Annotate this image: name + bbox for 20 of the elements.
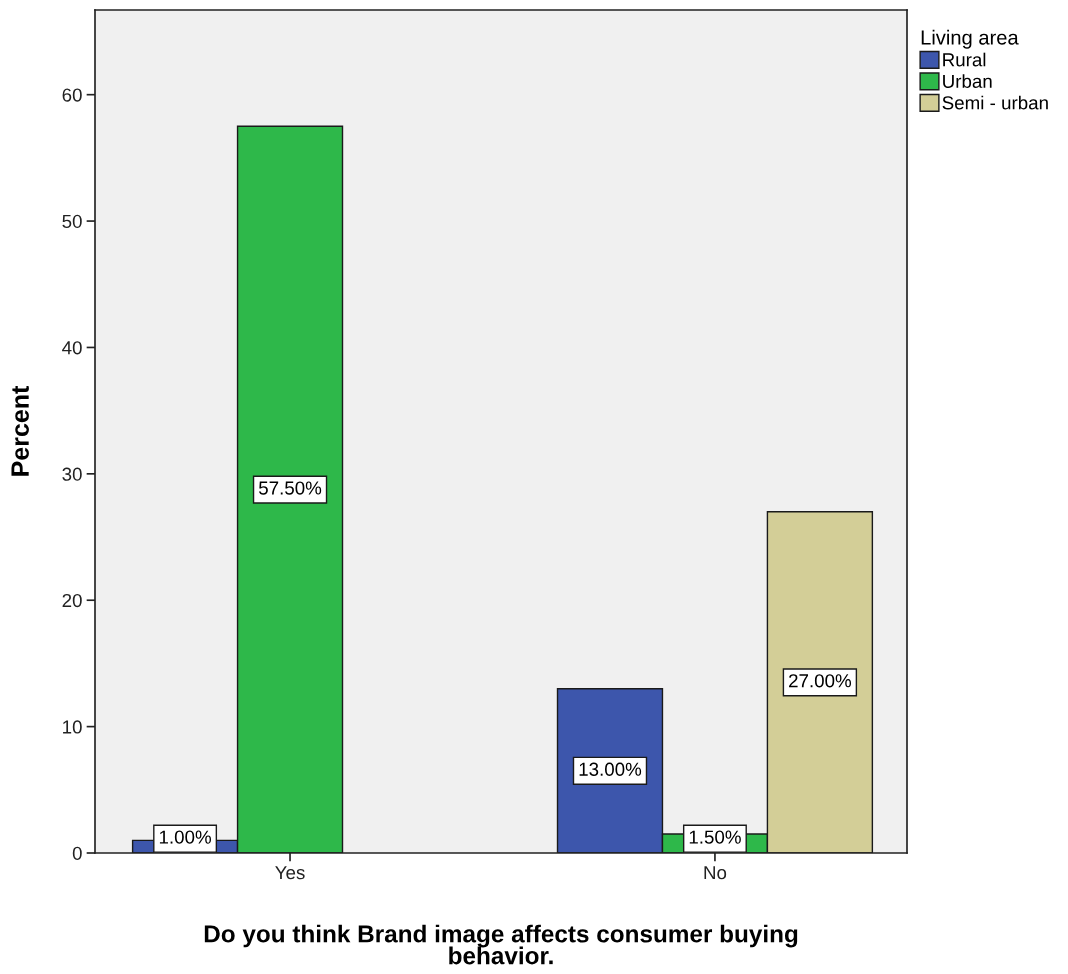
x-tick-label: Yes <box>275 866 305 880</box>
y-tick-label: 0 <box>72 846 82 860</box>
x-tick-label: No <box>704 866 727 880</box>
y-axis-title: Percent <box>11 385 29 476</box>
y-tick-label: 50 <box>62 214 82 229</box>
legend-label: Rural <box>943 52 986 67</box>
legend-label: Urban <box>943 74 992 88</box>
data-label: 57.50% <box>258 481 322 495</box>
y-tick-label: 10 <box>63 720 82 734</box>
y-tick-label: 40 <box>62 341 82 355</box>
data-label: 27.00% <box>789 674 852 688</box>
legend-title: Living area <box>921 29 1019 49</box>
legend-label: Semi - urban <box>942 95 1048 110</box>
y-tick-label: 30 <box>62 467 82 481</box>
data-label: 1.00% <box>159 830 211 844</box>
data-label: 13.00% <box>579 762 642 776</box>
y-tick-label: 20 <box>62 593 82 608</box>
data-label: 1.50% <box>689 830 741 844</box>
x-axis-title: Do you think Brand image affects consumer buying behavior. <box>204 924 798 965</box>
y-tick-label: 60 <box>62 88 82 102</box>
